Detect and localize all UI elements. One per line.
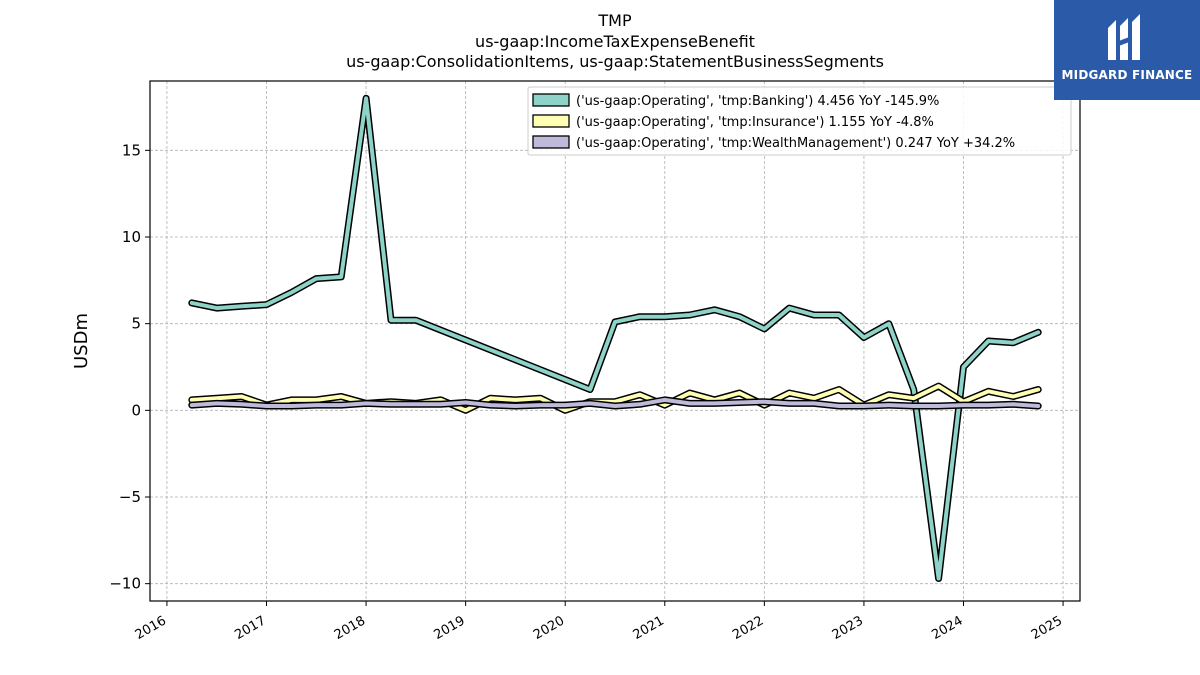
x-tick-label: 2022 <box>730 613 766 643</box>
legend-swatch-banking <box>532 93 570 107</box>
x-tick-label: 2017 <box>232 613 268 643</box>
brand-name: MIDGARD FINANCE <box>1061 68 1193 82</box>
y-tick-label: 5 <box>131 315 141 333</box>
y-tick-label: 10 <box>122 228 141 246</box>
legend-label-wealth-management: ('us-gaap:Operating', 'tmp:WealthManagem… <box>576 136 1015 151</box>
x-tick-label: 2025 <box>1029 613 1065 643</box>
x-tick-label: 2023 <box>830 613 866 643</box>
y-axis-label: USDm <box>71 313 92 369</box>
x-tick-label: 2016 <box>133 613 169 643</box>
x-tick-label: 2019 <box>431 613 467 643</box>
chart-title-ticker: TMP <box>598 11 632 30</box>
series-line-insurance <box>189 384 1041 413</box>
y-tick-label: 0 <box>131 401 141 419</box>
legend-swatch-insurance <box>532 114 570 128</box>
legend-frame <box>527 86 1072 156</box>
legend-swatch-wealth-management <box>532 135 570 149</box>
series-line-banking <box>189 96 1041 581</box>
y-tick-label: −5 <box>119 488 141 506</box>
brand-logo: MIDGARD FINANCE <box>1054 0 1200 100</box>
x-tick-label: 2021 <box>631 613 667 643</box>
x-tick-label: 2020 <box>531 613 567 643</box>
chart-title-concept: us-gaap:IncomeTaxExpenseBenefit <box>475 32 755 51</box>
series-outline-banking <box>188 94 1042 582</box>
y-tick-label: −10 <box>109 575 141 593</box>
y-tick-label: 15 <box>122 141 141 159</box>
chart-title-dimensions: us-gaap:ConsolidationItems, us-gaap:Stat… <box>346 52 884 71</box>
grid-lines <box>150 81 1080 601</box>
series-lines <box>188 94 1042 582</box>
series-line-wealth-management <box>189 397 1041 408</box>
legend: ('us-gaap:Operating', 'tmp:Banking') 4.4… <box>527 86 1072 156</box>
x-tick-label: 2018 <box>332 613 368 643</box>
legend-label-banking: ('us-gaap:Operating', 'tmp:Banking') 4.4… <box>576 94 939 109</box>
x-tick-label: 2024 <box>929 613 965 643</box>
brand-logo-icon <box>1108 14 1140 60</box>
legend-label-insurance: ('us-gaap:Operating', 'tmp:Insurance') 1… <box>576 115 934 130</box>
plot-frame <box>149 80 1081 602</box>
